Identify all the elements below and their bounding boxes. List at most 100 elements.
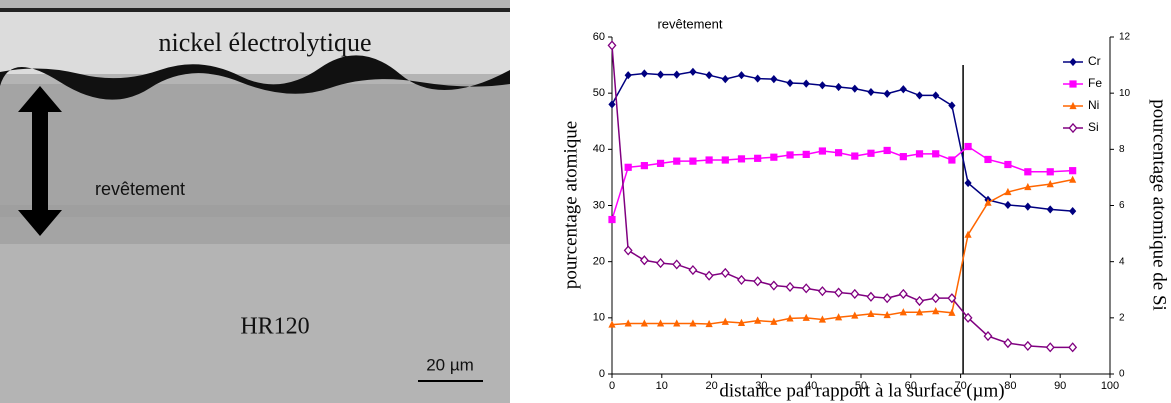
marker xyxy=(964,142,972,151)
marker xyxy=(802,150,810,158)
y-tick-label: 50 xyxy=(593,87,605,99)
marker xyxy=(1069,175,1077,183)
marker xyxy=(673,70,681,79)
marker xyxy=(753,276,763,287)
legend-label: Cr xyxy=(1088,54,1101,68)
marker xyxy=(689,157,697,165)
marker xyxy=(673,319,681,327)
marker xyxy=(623,245,633,256)
marker xyxy=(705,156,713,164)
marker xyxy=(1024,202,1032,211)
legend-label: Si xyxy=(1088,120,1099,134)
series-line xyxy=(611,145,1073,220)
marker xyxy=(964,178,972,188)
marker xyxy=(1003,338,1013,349)
micrograph: nickel électrolytique revêtement HR120 2… xyxy=(0,0,510,403)
y2-axis-label: pourcentage atomique de Si xyxy=(1149,99,1170,311)
marker xyxy=(802,313,810,321)
marker xyxy=(834,287,844,298)
scale-label: 20 µm xyxy=(426,355,474,374)
marker xyxy=(1024,168,1032,176)
marker xyxy=(656,319,665,327)
marker xyxy=(673,157,681,165)
marker xyxy=(963,312,973,323)
marker xyxy=(867,309,875,318)
x-tick-label: 70 xyxy=(954,380,966,392)
marker xyxy=(705,71,713,80)
marker xyxy=(737,71,746,80)
y2-tick-label: 10 xyxy=(1119,88,1131,99)
marker xyxy=(1069,207,1077,216)
x-axis-label: distance par rapport à la surface (µm) xyxy=(719,380,1004,401)
marker xyxy=(624,163,632,171)
y2-tick-label: 6 xyxy=(1119,200,1125,211)
marker xyxy=(721,156,729,164)
marker xyxy=(754,74,762,83)
y-tick-label: 40 xyxy=(593,143,605,155)
marker xyxy=(737,318,746,326)
marker xyxy=(721,317,729,325)
interface-band xyxy=(0,55,510,100)
marker xyxy=(851,311,859,319)
marker xyxy=(656,159,665,167)
series-line xyxy=(611,178,1073,326)
marker xyxy=(948,308,956,316)
marker xyxy=(785,281,795,293)
marker xyxy=(754,154,762,162)
marker xyxy=(882,293,892,304)
marker xyxy=(932,150,940,158)
coating-label: revêtement xyxy=(95,179,185,199)
marker xyxy=(737,155,746,163)
marker xyxy=(899,153,907,161)
x-tick-label: 20 xyxy=(705,380,717,392)
marker xyxy=(915,91,924,100)
marker xyxy=(689,67,697,76)
y-tick-label: 10 xyxy=(593,312,605,324)
marker xyxy=(656,70,665,79)
y-tick-label: 0 xyxy=(599,368,605,380)
marker xyxy=(786,151,794,159)
marker xyxy=(1023,340,1033,352)
marker xyxy=(769,280,779,291)
marker xyxy=(704,270,714,281)
marker xyxy=(947,293,957,304)
marker xyxy=(948,156,956,164)
marker xyxy=(640,69,648,78)
marker xyxy=(607,40,617,51)
marker xyxy=(608,320,616,328)
marker xyxy=(1046,168,1054,176)
marker xyxy=(640,162,648,170)
marker xyxy=(817,286,827,297)
marker xyxy=(899,85,907,94)
marker xyxy=(689,319,697,327)
marker xyxy=(608,100,616,109)
marker xyxy=(851,152,859,160)
marker xyxy=(915,150,924,158)
marker xyxy=(1045,342,1055,353)
marker xyxy=(656,257,666,269)
y2-tick-label: 8 xyxy=(1119,144,1125,155)
marker xyxy=(608,215,616,224)
x-tick-label: 50 xyxy=(855,380,867,392)
series-line xyxy=(611,45,1073,349)
legend-marker xyxy=(1069,80,1077,88)
marker xyxy=(705,319,713,328)
marker xyxy=(850,288,860,300)
y2-tick-label: 12 xyxy=(1119,32,1131,43)
marker xyxy=(1024,182,1032,191)
marker xyxy=(688,265,698,276)
top-label: nickel électrolytique xyxy=(159,28,372,57)
marker xyxy=(932,306,940,315)
y-tick-label: 30 xyxy=(593,199,605,211)
marker xyxy=(737,274,746,286)
y2-tick-label: 4 xyxy=(1119,256,1125,267)
marker xyxy=(818,147,827,155)
double-arrow xyxy=(18,86,62,236)
marker xyxy=(867,149,875,157)
marker xyxy=(1046,205,1054,214)
marker xyxy=(818,81,827,90)
x-tick-label: 40 xyxy=(805,380,817,392)
marker xyxy=(866,291,876,302)
marker xyxy=(948,101,956,110)
